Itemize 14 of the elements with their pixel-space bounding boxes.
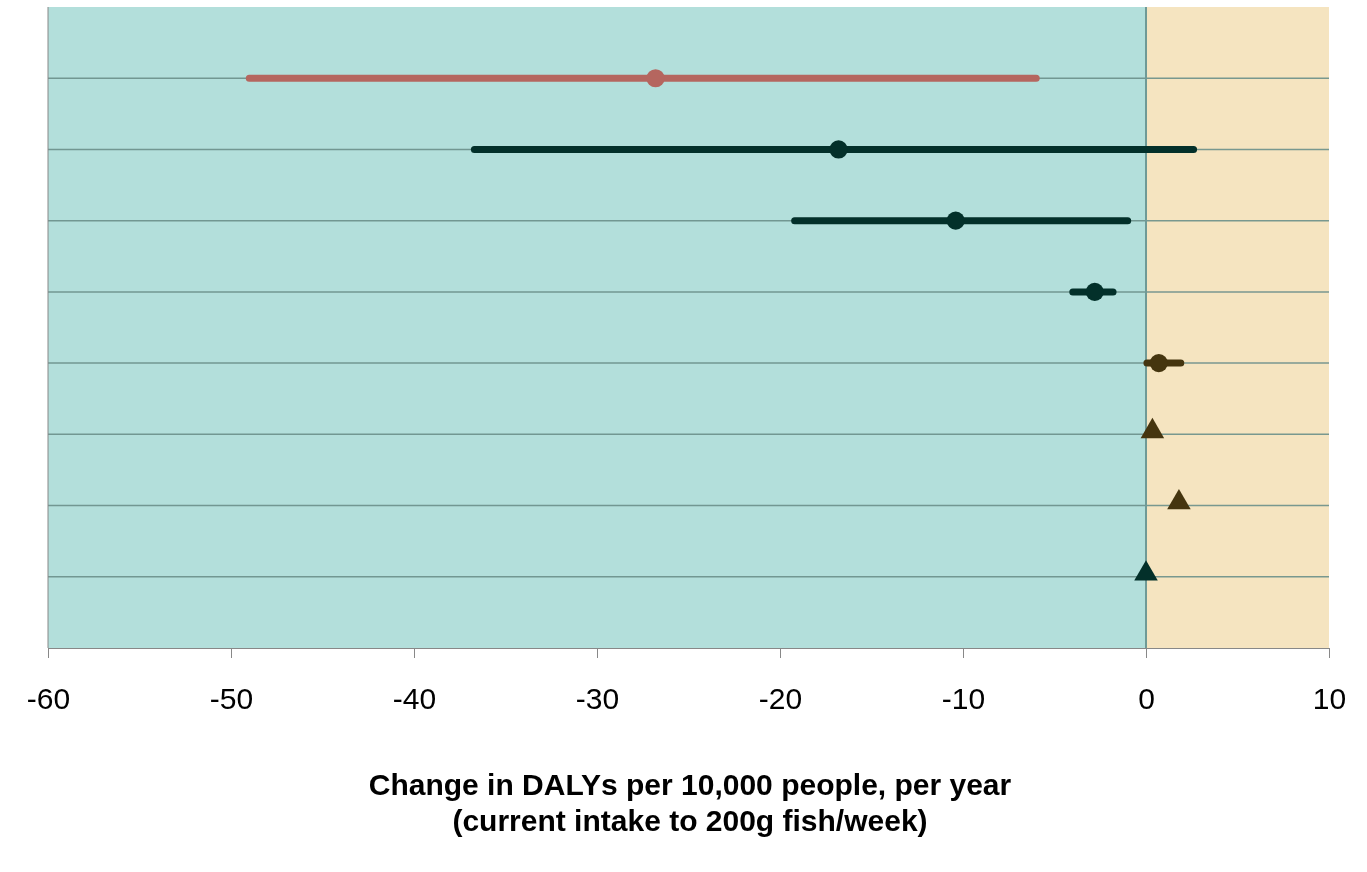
x-tick-label: -20 <box>758 682 803 715</box>
point <box>1085 282 1104 301</box>
x-tick-label: -10 <box>941 682 986 715</box>
x-tick-label: -30 <box>575 682 620 715</box>
x-tick-label: -60 <box>26 682 71 715</box>
point <box>646 69 665 88</box>
x-tick-label: 10 <box>1312 682 1347 715</box>
x-axis-title: Change in DALYs per 10,000 people, per year (current intake to 200g fish/week) <box>368 768 1012 837</box>
x-tick-label: -40 <box>392 682 437 715</box>
x-tick-label: -50 <box>209 682 254 715</box>
point <box>1167 488 1191 510</box>
x-tick-label: 0 <box>1138 682 1155 715</box>
point <box>829 140 848 159</box>
point <box>946 211 965 230</box>
